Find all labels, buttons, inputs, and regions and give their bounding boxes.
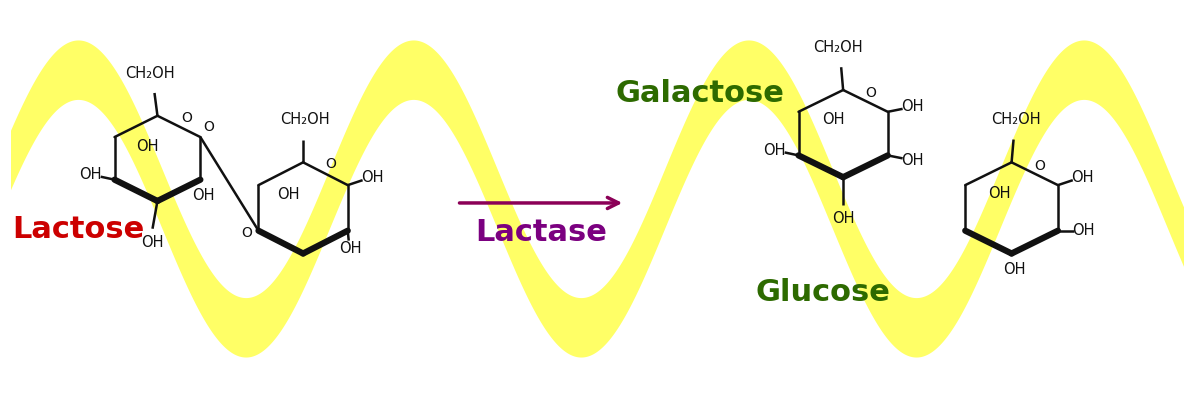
Text: OH: OH [822,112,844,127]
Text: O: O [1035,159,1045,173]
Text: CH₂OH: CH₂OH [813,40,863,55]
Text: O: O [242,226,252,240]
Text: OH: OH [764,143,786,158]
Text: O: O [866,86,876,100]
Text: O: O [181,111,192,125]
Text: O: O [202,120,214,134]
Text: OH: OH [901,153,924,168]
Text: Lactase: Lactase [475,218,607,247]
Text: OH: OH [361,170,384,185]
Text: OH: OH [136,139,159,154]
Text: OH: OH [1072,170,1094,185]
Text: Lactose: Lactose [12,215,144,244]
Text: CH₂OH: CH₂OH [281,112,330,127]
Text: OH: OH [1073,223,1095,238]
Text: Glucose: Glucose [755,278,890,306]
Text: OH: OH [192,188,214,203]
Text: OH: OH [1003,262,1025,277]
Text: OH: OH [340,241,362,256]
Text: OH: OH [832,211,855,226]
Text: OH: OH [79,167,102,182]
Text: O: O [324,157,336,171]
Text: OH: OH [277,187,300,201]
Text: OH: OH [141,235,163,250]
Text: Galactose: Galactose [614,80,784,109]
Text: CH₂OH: CH₂OH [991,112,1041,127]
Text: OH: OH [901,100,924,114]
Text: OH: OH [989,185,1011,201]
Text: CH₂OH: CH₂OH [124,66,174,81]
Polygon shape [0,41,1184,357]
